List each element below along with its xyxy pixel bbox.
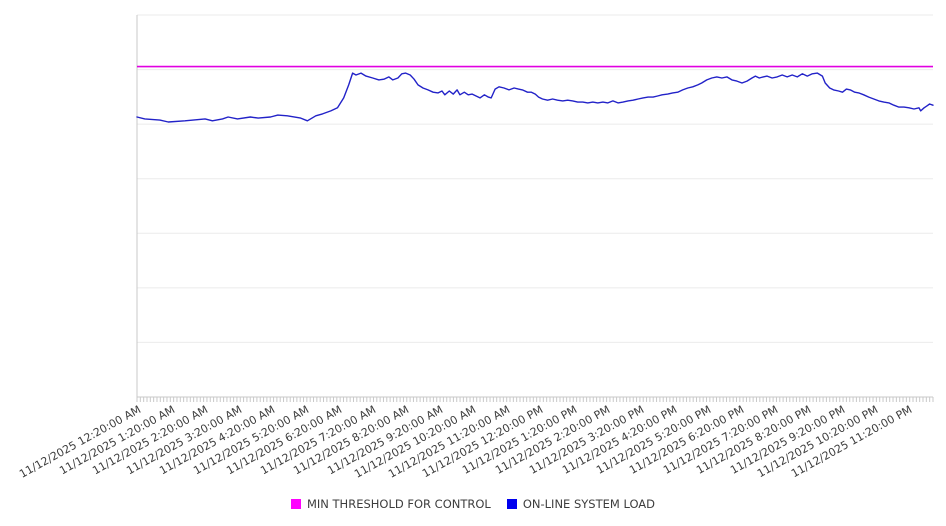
chart-legend: MIN THRESHOLD FOR CONTROL ON-LINE SYSTEM… (0, 497, 946, 511)
legend-item-min-threshold-for-control[interactable]: MIN THRESHOLD FOR CONTROL (290, 497, 491, 511)
online-system-load-line (136, 72, 934, 123)
x-axis-minor-ticks (139, 397, 934, 402)
legend-item-online-system-load[interactable]: ON-LINE SYSTEM LOAD (506, 497, 656, 511)
chart-plot-area (136, 14, 934, 402)
legend-label-online-system-load: ON-LINE SYSTEM LOAD (522, 497, 656, 511)
legend-label-min-threshold: MIN THRESHOLD FOR CONTROL (306, 497, 491, 511)
legend-swatch-magenta-icon (290, 499, 301, 509)
legend-swatch-blue-icon (506, 499, 517, 509)
